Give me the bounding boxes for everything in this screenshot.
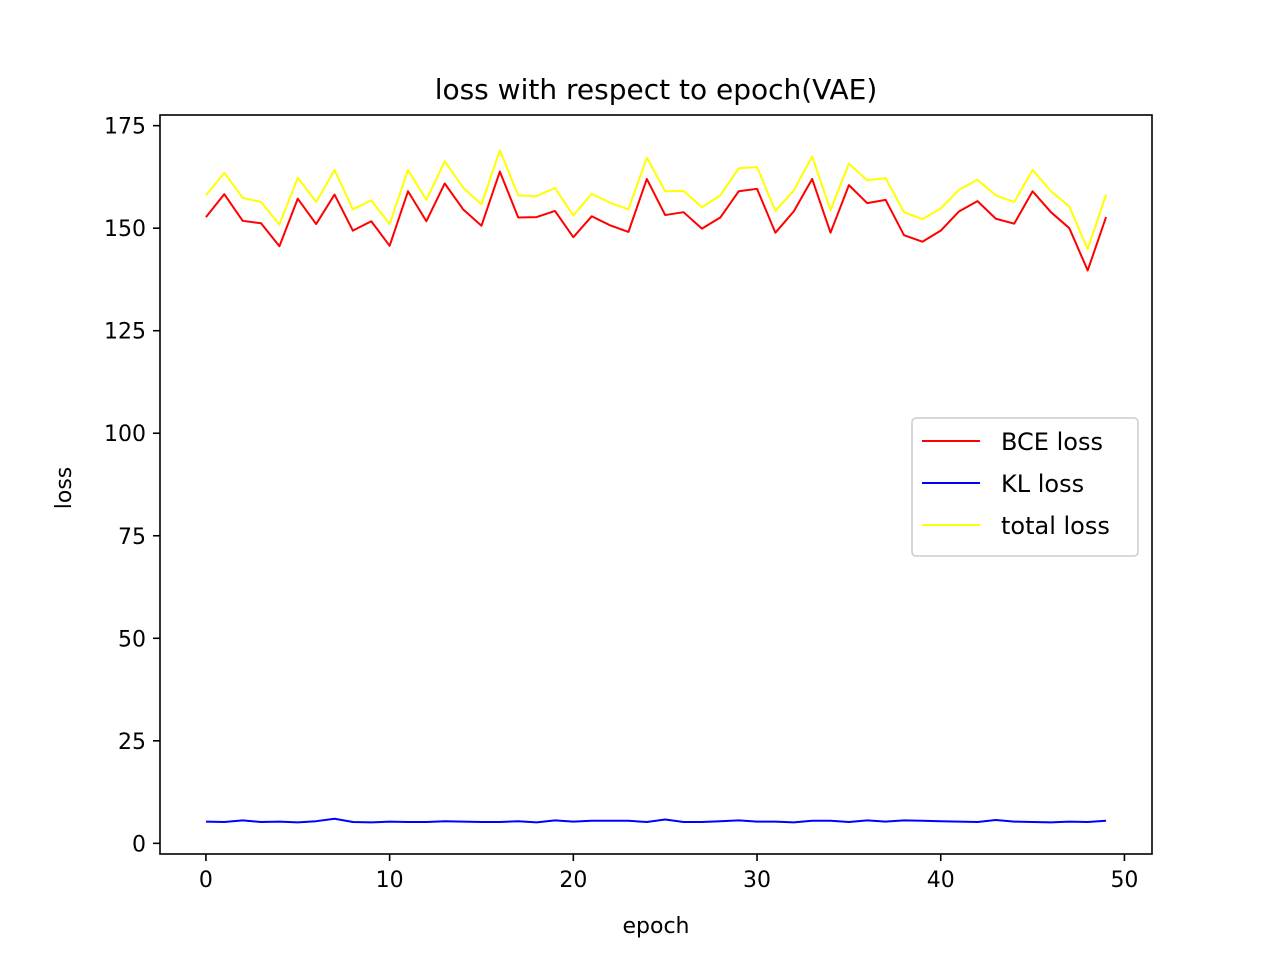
y-axis-label: loss [52, 467, 77, 510]
series-line-2 [205, 149, 1108, 251]
legend-box [911, 417, 1139, 557]
y-tick-label-0: 0 [132, 832, 146, 857]
y-tick-label-6: 150 [104, 217, 146, 242]
chart-title: loss with respect to epoch(VAE) [435, 73, 878, 106]
x-tick-label-0: 0 [199, 868, 213, 893]
legend: BCE loss KL loss total loss [911, 417, 1139, 557]
y-tick-label-2: 50 [118, 627, 146, 652]
y-tick-label-3: 75 [118, 525, 146, 550]
x-tick-label-2: 20 [559, 868, 587, 893]
series-line-0 [205, 170, 1108, 272]
y-tick-label-7: 175 [104, 115, 146, 140]
y-tick-label-4: 100 [104, 422, 146, 447]
axes-frame [159, 114, 1153, 855]
x-tick-label-3: 30 [743, 868, 771, 893]
x-tick-label-5: 50 [1110, 868, 1138, 893]
legend-label-1: KL loss [1001, 470, 1084, 498]
legend-label-0: BCE loss [1001, 428, 1103, 456]
x-axis-label: epoch [623, 914, 690, 939]
y-tick-label-1: 25 [118, 730, 146, 755]
axis-ticks: 0 10 20 30 40 50 0 25 50 75 100 125 150 175 [104, 115, 1138, 893]
plot-area [159, 114, 1153, 855]
legend-label-2: total loss [1001, 512, 1110, 540]
series-line-1 [205, 817, 1107, 824]
y-tick-label-5: 125 [104, 320, 146, 345]
x-tick-label-1: 10 [376, 868, 404, 893]
x-tick-label-4: 40 [927, 868, 955, 893]
